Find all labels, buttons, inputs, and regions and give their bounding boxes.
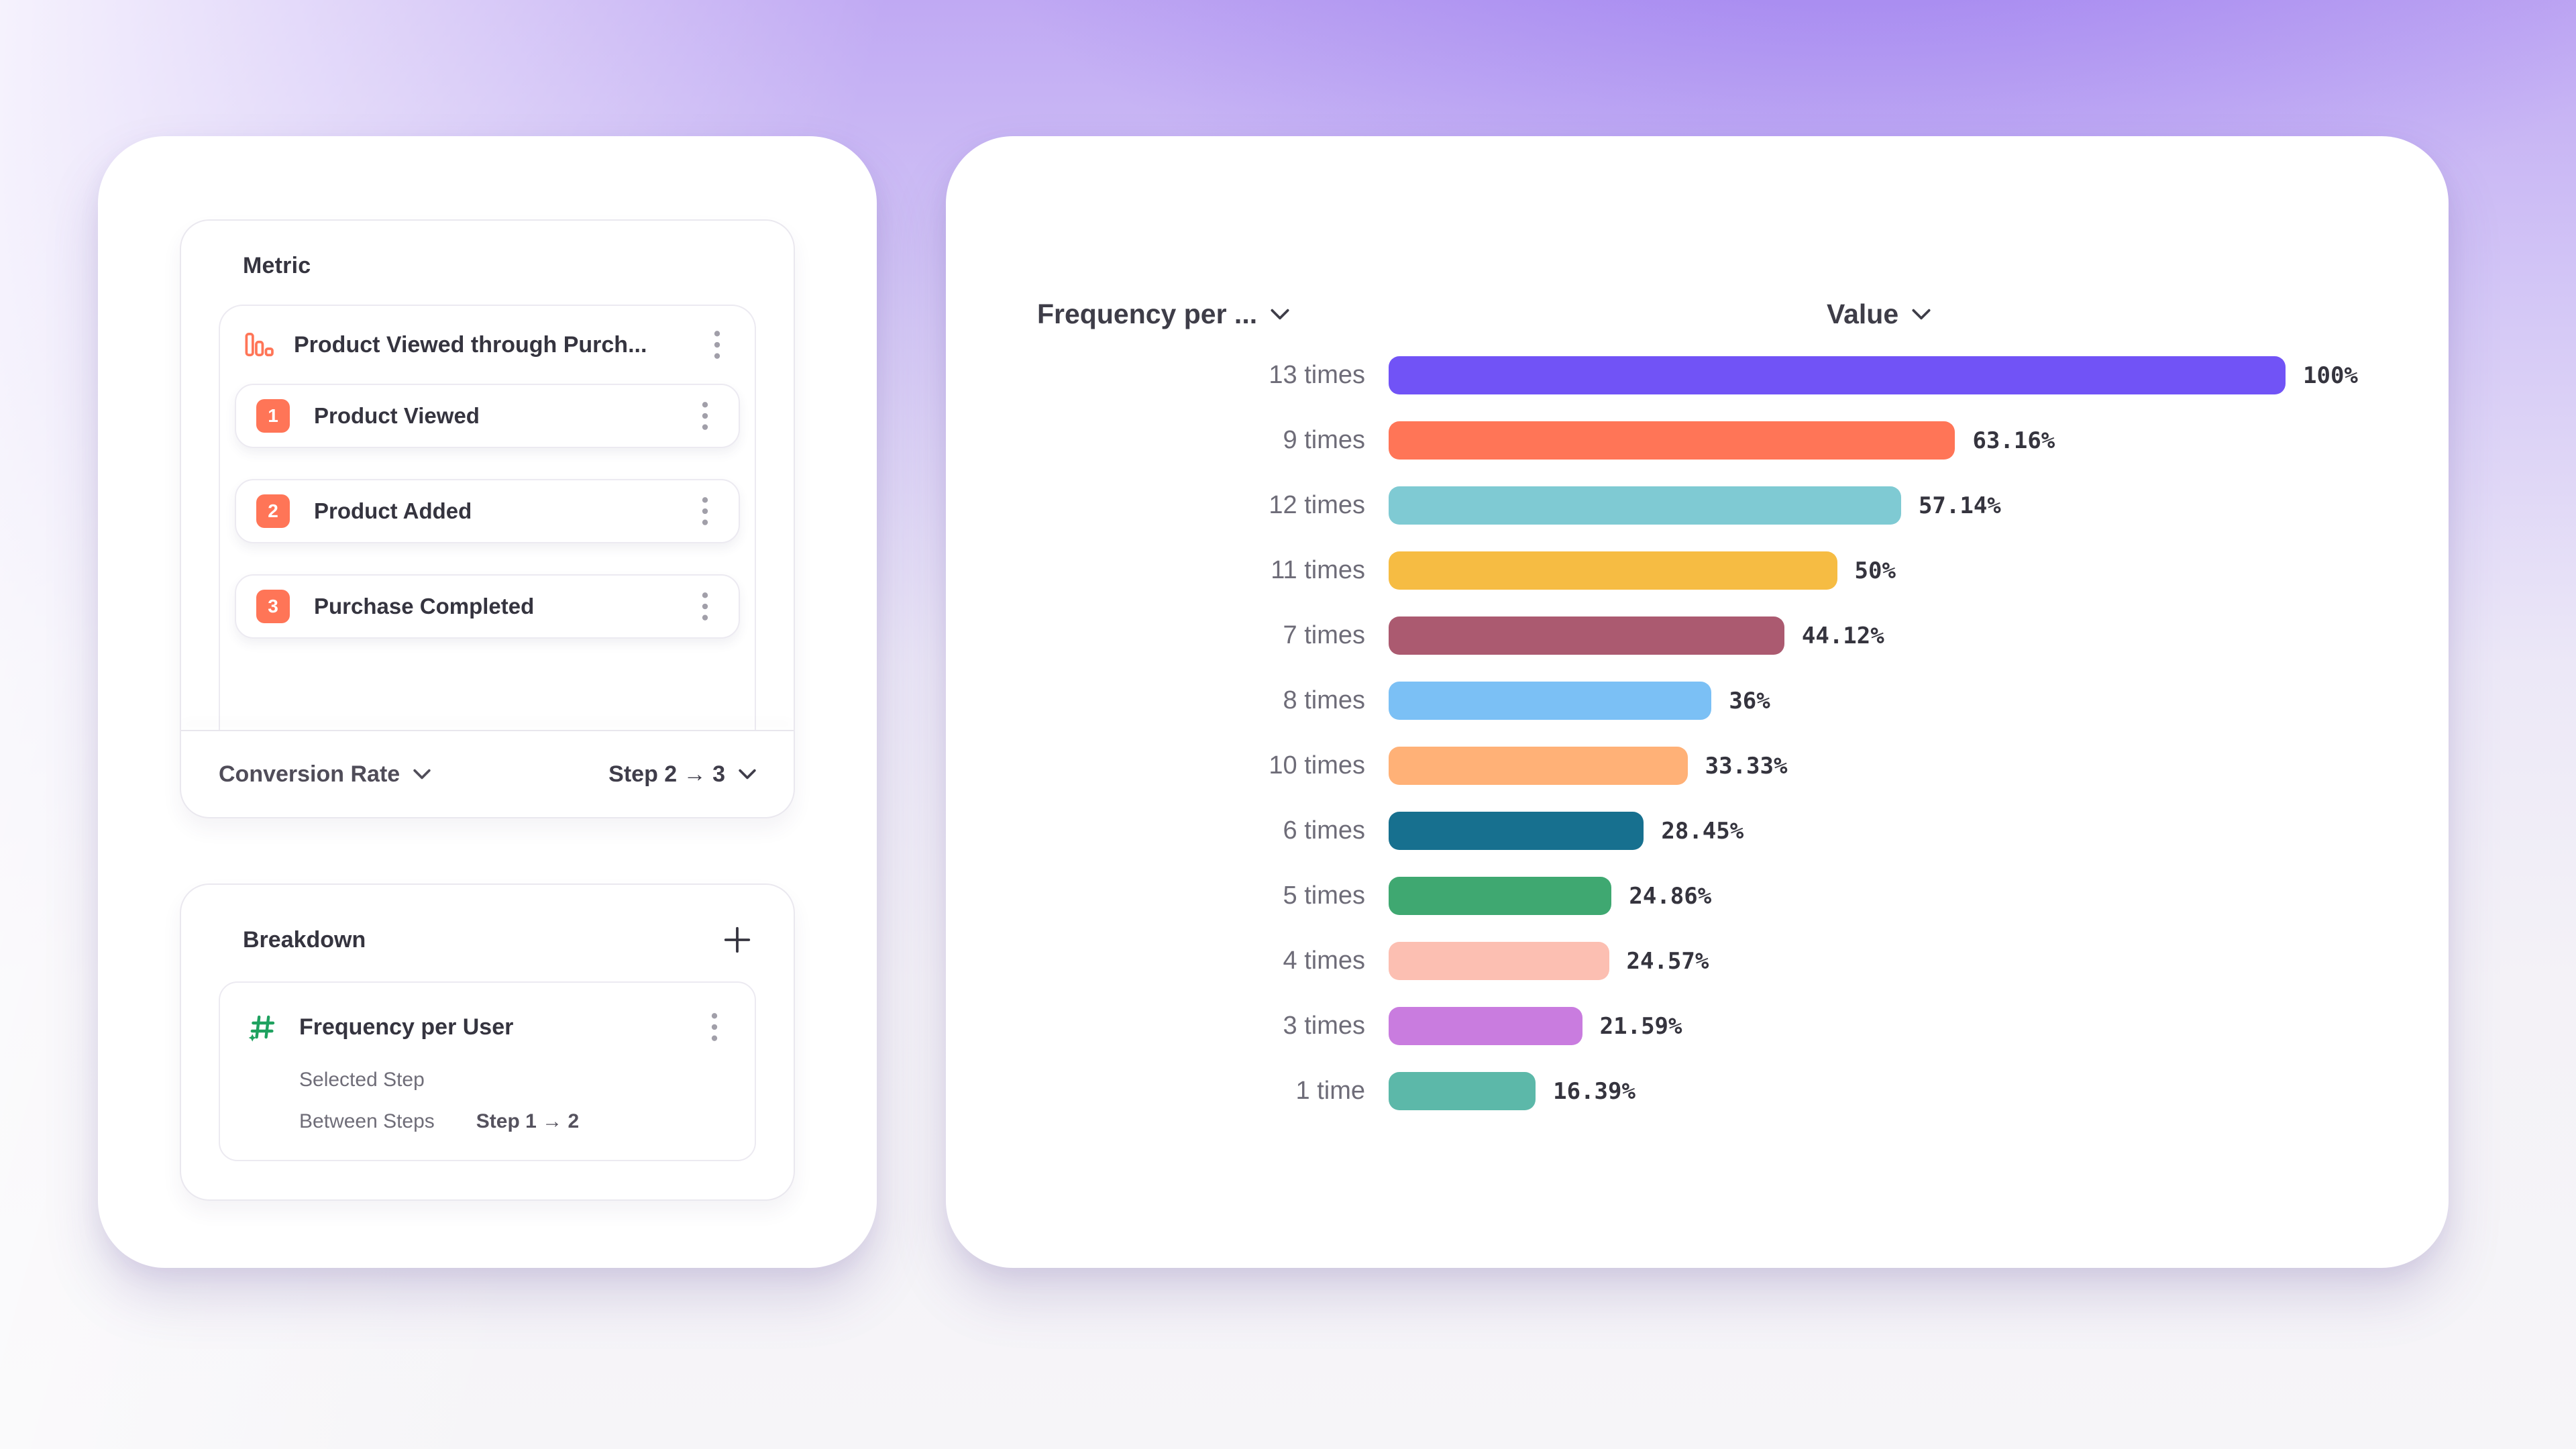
value-label: 57.14% [1918, 492, 2001, 519]
bar[interactable] [1389, 812, 1644, 850]
kebab-menu-icon[interactable] [692, 588, 718, 625]
category-label: 6 times [1283, 816, 1365, 845]
chevron-down-icon [413, 769, 431, 780]
breakdown-section: Breakdown Frequency per User Selected [180, 883, 795, 1201]
bar[interactable] [1389, 877, 1612, 915]
kebab-menu-icon[interactable] [701, 1008, 728, 1046]
numeric-property-icon [248, 1015, 275, 1042]
selected-step-label: Selected Step [299, 1069, 425, 1091]
bar[interactable] [1389, 421, 1955, 460]
chevron-down-icon [739, 769, 756, 780]
value-label: 33.33% [1705, 752, 1788, 780]
funnel-header[interactable]: Product Viewed through Purch... [220, 306, 755, 384]
bar-chart-icon [245, 333, 274, 357]
breakdown-section-title: Breakdown [243, 926, 366, 953]
step-label: Product Added [314, 498, 472, 523]
add-breakdown-button[interactable] [718, 921, 756, 959]
bar-row: 4 times 24.57% [946, 928, 2449, 994]
kebab-menu-icon[interactable] [704, 326, 731, 364]
funnel-step-3[interactable]: 3 Purchase Completed [235, 574, 740, 639]
value-label: 100% [2303, 362, 2358, 389]
bar[interactable] [1389, 682, 1712, 720]
chart-column-headers: Frequency per ... Value [946, 299, 2449, 333]
kebab-menu-icon[interactable] [692, 397, 718, 435]
conversion-rate-select[interactable]: Conversion Rate [219, 761, 431, 788]
breakdown-column-header[interactable]: Frequency per ... [1037, 299, 1289, 330]
bar-row: 10 times 33.33% [946, 733, 2449, 798]
category-label: 3 times [1283, 1012, 1365, 1040]
value-label: 36% [1729, 687, 1770, 714]
bar-row: 11 times 50% [946, 538, 2449, 603]
value-label: 63.16% [1972, 427, 2055, 454]
funnel-steps: 1 Product Viewed 2 Product Added [220, 384, 755, 669]
between-steps-value[interactable]: Step 1 → 2 [476, 1110, 580, 1132]
chevron-down-icon [1271, 309, 1289, 320]
bar-row: 8 times 36% [946, 668, 2449, 733]
chevron-down-icon [1912, 309, 1931, 320]
value-column-header[interactable]: Value [1827, 299, 1931, 330]
category-label: 4 times [1283, 947, 1365, 975]
bar-row: 7 times 44.12% [946, 603, 2449, 668]
breakdown-item[interactable]: Frequency per User Selected Step Between… [219, 981, 756, 1161]
query-builder-panel: Metric Product Viewed through Purch... [98, 136, 877, 1268]
step-number-badge: 1 [256, 399, 290, 433]
bar[interactable] [1389, 551, 1837, 590]
bar-row: 5 times 24.86% [946, 863, 2449, 928]
metric-section: Metric Product Viewed through Purch... [180, 219, 795, 818]
bar[interactable] [1389, 942, 1609, 980]
bar-row: 13 times 100% [946, 343, 2449, 408]
category-label: 13 times [1269, 361, 1365, 389]
step-label: Product Viewed [314, 403, 480, 428]
plus-icon [724, 926, 751, 953]
chart-panel: Frequency per ... Value 13 times 100% 9 … [946, 136, 2449, 1268]
value-label: 21.59% [1599, 1012, 1682, 1040]
step-number-badge: 2 [256, 494, 290, 528]
metric-section-title: Metric [243, 253, 311, 278]
funnel-step-2[interactable]: 2 Product Added [235, 479, 740, 543]
bar[interactable] [1389, 486, 1901, 525]
value-label: 24.57% [1626, 947, 1709, 975]
value-label: 44.12% [1801, 622, 1884, 649]
bar[interactable] [1389, 1007, 1582, 1045]
step-range-select[interactable]: Step 2 → 3 [608, 761, 756, 788]
category-label: 7 times [1283, 621, 1365, 649]
value-label: 16.39% [1553, 1077, 1635, 1105]
bar-row: 12 times 57.14% [946, 473, 2449, 538]
metric-footer-divider [181, 730, 794, 731]
value-label: 28.45% [1661, 817, 1744, 845]
value-label: 50% [1854, 557, 1896, 584]
funnel-step-1[interactable]: 1 Product Viewed [235, 384, 740, 448]
metric-footer: Conversion Rate Step 2 → 3 [181, 731, 794, 817]
between-steps-label: Between Steps [299, 1110, 435, 1132]
step-label: Purchase Completed [314, 594, 535, 619]
bar-row: 6 times 28.45% [946, 798, 2449, 863]
bar[interactable] [1389, 616, 1784, 655]
breakdown-item-title: Frequency per User [299, 1014, 514, 1040]
category-label: 1 time [1295, 1077, 1365, 1105]
bar[interactable] [1389, 1072, 1536, 1110]
category-label: 8 times [1283, 686, 1365, 714]
category-label: 12 times [1269, 491, 1365, 519]
step-number-badge: 3 [256, 590, 290, 623]
value-label: 24.86% [1629, 882, 1712, 910]
category-label: 10 times [1269, 751, 1365, 780]
bar-row: 9 times 63.16% [946, 408, 2449, 473]
funnel-definition: Product Viewed through Purch... 1 Produc… [219, 305, 756, 730]
bar[interactable] [1389, 356, 2286, 394]
bar-row: 1 time 16.39% [946, 1059, 2449, 1124]
bar[interactable] [1389, 747, 1688, 785]
bar-chart: 13 times 100% 9 times 63.16% 12 times 57… [946, 343, 2449, 1124]
bar-row: 3 times 21.59% [946, 994, 2449, 1059]
category-label: 9 times [1283, 426, 1365, 454]
funnel-title: Product Viewed through Purch... [294, 331, 647, 358]
kebab-menu-icon[interactable] [692, 492, 718, 530]
category-label: 5 times [1283, 881, 1365, 910]
category-label: 11 times [1271, 556, 1365, 584]
